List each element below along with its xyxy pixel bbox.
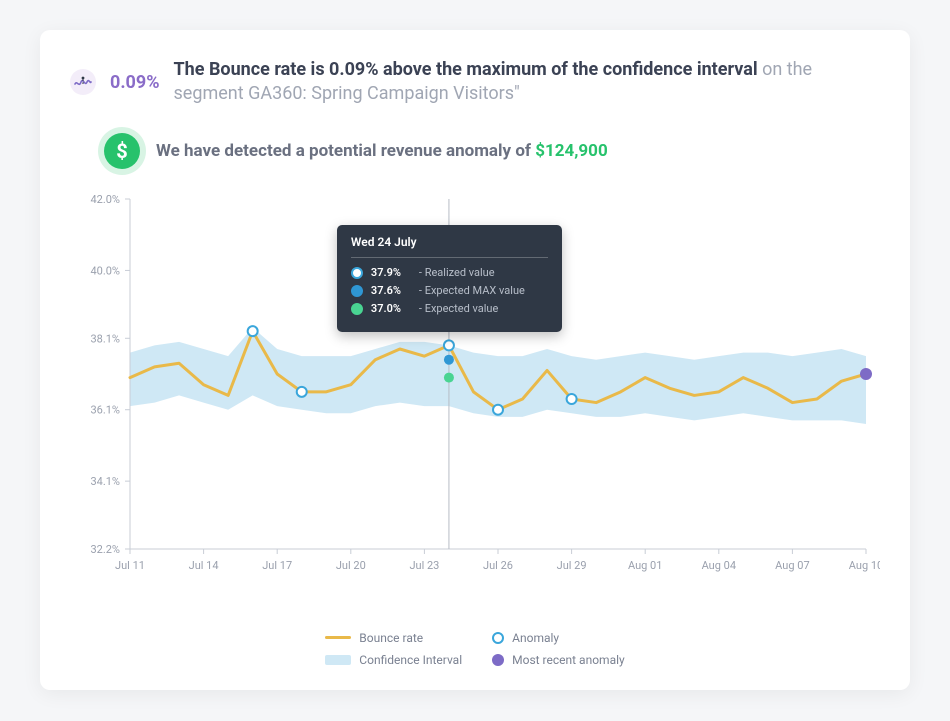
chart-area[interactable]: 42.0% 40.0% 38.1% 36.1% 34.1% 32.2% Jul 11 Jul … [70, 189, 880, 629]
revenue-banner: $ We have detected a potential revenue a… [70, 125, 880, 183]
svg-text:Aug 10: Aug 10 [849, 559, 880, 572]
card-header: 0.09% The Bounce rate is 0.09% above the… [70, 58, 880, 107]
svg-text:Aug 01: Aug 01 [628, 559, 662, 572]
revenue-text: We have detected a potential revenue ano… [156, 141, 608, 161]
headline-strong: The Bounce rate is 0.09% above the maxim… [174, 59, 758, 80]
svg-text:40.0%: 40.0% [90, 264, 120, 277]
svg-text:Jul 26: Jul 26 [483, 559, 513, 572]
swatch-anomaly [492, 632, 504, 644]
tooltip-row: 37.0%- Expected value [351, 302, 548, 315]
legend-anomaly: Anomaly [492, 631, 625, 645]
tooltip-title: Wed 24 July [351, 235, 548, 258]
svg-text:Jul 29: Jul 29 [557, 559, 587, 572]
legend-bounce-rate: Bounce rate [325, 631, 462, 645]
svg-text:38.1%: 38.1% [90, 332, 120, 345]
svg-text:34.1%: 34.1% [90, 475, 120, 488]
svg-text:36.1%: 36.1% [90, 403, 120, 416]
wave-icon [70, 69, 96, 95]
legend-most-recent: Most recent anomaly [492, 653, 625, 667]
swatch-bounce [325, 636, 351, 639]
svg-text:Jul 23: Jul 23 [409, 559, 439, 572]
chart-tooltip: Wed 24 July 37.9%- Realized value 37.6%- … [337, 225, 562, 332]
dollar-icon: $ [104, 133, 140, 169]
svg-text:Aug 04: Aug 04 [702, 559, 736, 572]
svg-text:Aug 07: Aug 07 [775, 559, 809, 572]
legend-confidence-interval: Confidence Interval [325, 653, 462, 667]
svg-text:32.2%: 32.2% [90, 543, 120, 556]
svg-text:Jul 14: Jul 14 [189, 559, 219, 572]
swatch-recent [492, 654, 504, 666]
svg-text:Jul 17: Jul 17 [262, 559, 292, 572]
svg-text:42.0%: 42.0% [90, 193, 120, 206]
svg-text:Jul 11: Jul 11 [115, 559, 145, 572]
revenue-prefix: We have detected a potential revenue ano… [156, 141, 535, 161]
svg-text:Jul 20: Jul 20 [336, 559, 366, 572]
headline: The Bounce rate is 0.09% above the maxim… [174, 58, 880, 107]
swatch-ci [325, 655, 351, 665]
tooltip-row: 37.6%- Expected MAX value [351, 284, 548, 297]
anomaly-card: 0.09% The Bounce rate is 0.09% above the… [40, 30, 910, 690]
revenue-amount: $124,900 [535, 141, 607, 161]
tooltip-row: 37.9%- Realized value [351, 266, 548, 279]
chart-legend: Bounce rate Confidence Interval Anomaly … [70, 631, 880, 667]
header-percent: 0.09% [110, 72, 160, 93]
